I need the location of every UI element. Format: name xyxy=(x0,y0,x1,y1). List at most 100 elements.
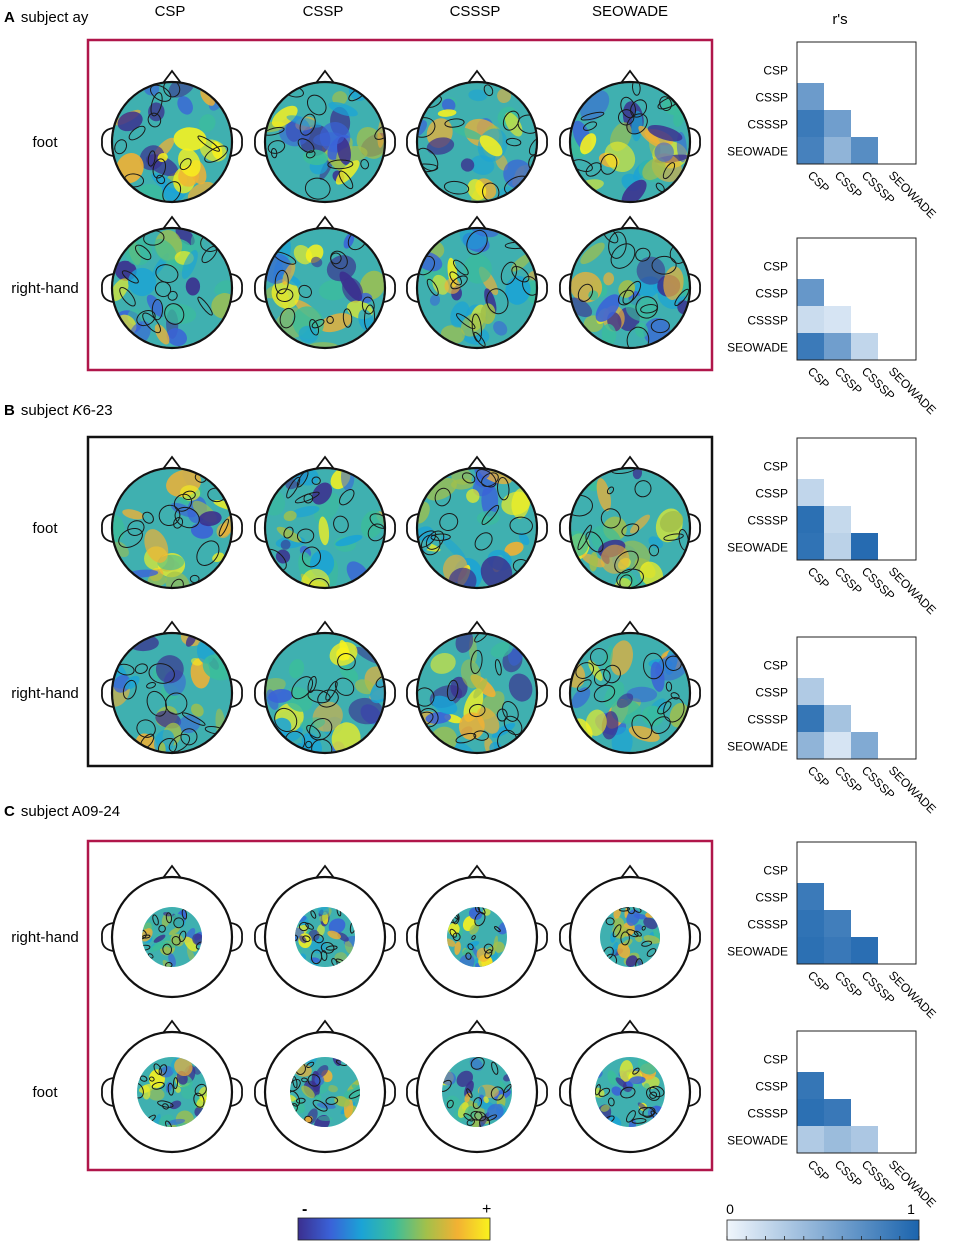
activation-blob xyxy=(327,930,341,940)
activation-blob xyxy=(625,955,638,967)
head-outline xyxy=(568,80,692,204)
contour-line xyxy=(157,737,178,752)
activation-blob xyxy=(479,135,503,157)
contour-line xyxy=(650,318,670,334)
map-base xyxy=(418,229,536,347)
head-outline xyxy=(415,631,539,755)
contour-line xyxy=(162,1103,169,1110)
activation-blob xyxy=(634,322,648,338)
contour-line xyxy=(590,647,608,667)
contour-line xyxy=(325,1096,339,1105)
correlation-cell xyxy=(851,333,878,360)
activation-blob xyxy=(466,489,480,503)
contour-line xyxy=(463,1113,474,1122)
activation-blob xyxy=(499,1080,508,1094)
contour-line xyxy=(327,159,354,170)
contour-line xyxy=(502,700,519,722)
right-ear-outline xyxy=(535,1077,548,1107)
contour-line xyxy=(218,518,229,537)
activation-blob xyxy=(157,153,168,163)
activation-blob xyxy=(604,141,636,173)
topography-map xyxy=(266,229,384,347)
matrix-row-label-cssp: CSSP xyxy=(755,487,788,501)
activation-blob xyxy=(478,1094,485,1104)
topography-head-csssp xyxy=(406,864,548,999)
left-ear-outline xyxy=(406,513,419,543)
contour-line xyxy=(503,1084,512,1093)
contour-line xyxy=(302,935,311,943)
correlation-cell xyxy=(797,705,824,732)
contour-line xyxy=(330,250,348,270)
left-ear-outline xyxy=(406,1077,419,1107)
activation-blob xyxy=(318,516,330,546)
contour-line xyxy=(127,520,145,536)
contour-line xyxy=(469,703,486,718)
right-ear-outline xyxy=(383,1077,396,1107)
contour-line xyxy=(496,477,510,501)
activation-blob xyxy=(469,1057,483,1071)
activation-blob xyxy=(501,491,531,516)
contour-line xyxy=(470,1057,485,1070)
contour-line xyxy=(296,528,315,544)
contour-line xyxy=(165,962,173,967)
correlation-cell xyxy=(824,333,851,360)
head-outline xyxy=(110,631,234,755)
activation-blob xyxy=(337,136,351,165)
correlation-cell xyxy=(824,937,851,964)
activation-blob xyxy=(630,514,650,534)
contour-line xyxy=(119,286,136,307)
right-ear-outline xyxy=(230,678,243,708)
contour-line xyxy=(619,574,633,587)
topography-map xyxy=(266,469,384,587)
left-ear-outline xyxy=(406,678,419,708)
contour-line xyxy=(646,1086,661,1101)
nose-outline xyxy=(620,215,640,230)
activation-blob xyxy=(571,661,586,688)
contour-line xyxy=(528,137,536,156)
contour-line xyxy=(606,486,615,495)
contour-line xyxy=(308,578,330,587)
nose-outline xyxy=(620,864,640,879)
head-outline xyxy=(110,875,234,999)
left-ear-outline xyxy=(101,922,114,952)
activation-blob xyxy=(348,697,384,725)
subject-prefix: subject xyxy=(21,9,73,26)
activation-blob xyxy=(643,917,658,930)
activation-blob xyxy=(354,679,375,695)
left-ear-outline xyxy=(254,678,267,708)
contour-line xyxy=(481,504,500,526)
subject-italic: K xyxy=(73,402,84,419)
activation-blob xyxy=(144,529,169,563)
correlation-cell xyxy=(851,533,878,560)
activation-blob xyxy=(601,323,617,346)
contour-line xyxy=(446,1099,454,1109)
topography-map xyxy=(571,469,689,587)
left-ear-outline xyxy=(559,922,572,952)
head-outline xyxy=(568,466,692,590)
contour-line xyxy=(297,138,315,153)
nose-outline xyxy=(315,1019,335,1034)
contour-line xyxy=(266,126,285,136)
topography-map xyxy=(266,83,384,201)
contour-line xyxy=(170,578,184,587)
contour-line xyxy=(474,912,486,927)
activation-blob xyxy=(173,127,207,151)
activation-blob xyxy=(634,924,643,932)
contour-line xyxy=(118,527,143,548)
contour-line xyxy=(585,531,604,553)
left-ear-outline xyxy=(406,922,419,952)
activation-blob xyxy=(589,552,598,572)
contour-line xyxy=(503,715,523,736)
contour-line xyxy=(455,313,476,330)
activation-blob xyxy=(596,478,611,512)
contour-line xyxy=(486,288,509,315)
activation-blob xyxy=(181,1085,195,1100)
contour-line xyxy=(627,907,635,915)
contour-line xyxy=(128,125,146,141)
activation-blob xyxy=(454,941,461,955)
activation-blob xyxy=(508,673,533,702)
activation-blob xyxy=(165,571,190,587)
